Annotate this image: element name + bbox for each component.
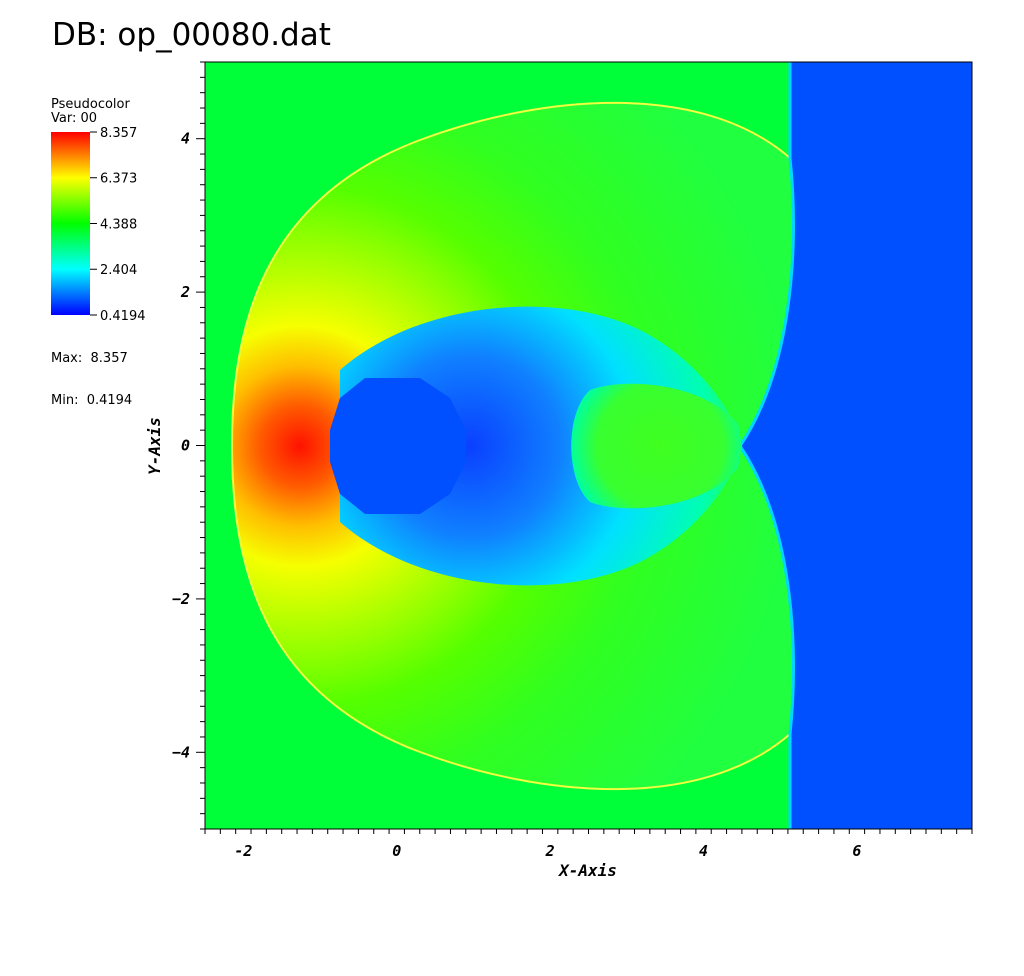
colorbar-tick-label: 4.388: [100, 218, 137, 233]
colorbar-tick-label: 6.373: [100, 172, 137, 187]
wake-bulb: [571, 383, 742, 509]
x-tick-label: 0: [392, 842, 401, 860]
y-axis-ticks: [196, 61, 205, 830]
y-tick-label: −2: [172, 590, 190, 608]
legend-max: Max: 8.357: [51, 351, 128, 366]
x-tick-label: 4: [699, 842, 708, 860]
legend-variable: Var: 00: [51, 111, 98, 126]
y-tick-label: −4: [172, 743, 190, 761]
y-axis-tick-labels: 4 2 0 −2 −4: [172, 130, 190, 762]
legend-header: Pseudocolor Var: 00: [51, 98, 130, 126]
x-tick-label: 2: [545, 842, 555, 860]
x-axis-ticks: [204, 829, 973, 834]
y-tick-label: 4: [181, 130, 190, 148]
x-axis-title: X-Axis: [557, 861, 617, 880]
field-image: [205, 62, 972, 829]
colorbar-tick-label: 2.404: [100, 263, 137, 278]
colorbar-tick-label: 8.357: [100, 126, 137, 141]
x-tick-label: 6: [852, 842, 861, 860]
colorbar-tick-label: 0.4194: [100, 309, 146, 324]
colorbar-ticks: 8.357 6.373 4.388 2.404 0.4194: [90, 126, 146, 324]
legend-stats: Max: 8.357 Min: 0.4194: [51, 324, 132, 422]
legend-plot-type: Pseudocolor: [51, 97, 130, 112]
colorbar: [51, 132, 90, 315]
y-tick-label: 2: [180, 283, 190, 301]
wake-region: [340, 306, 740, 586]
ambient-region: [740, 62, 972, 829]
database-title: DB: op_00080.dat: [52, 17, 331, 53]
cylinder-body: [330, 378, 466, 514]
y-tick-label: 0: [181, 437, 190, 455]
x-axis-tick-labels: -2 0 2 4 6: [234, 842, 861, 860]
legend-min: Min: 0.4194: [51, 393, 133, 408]
y-axis-title: Y-Axis: [145, 417, 164, 475]
x-tick-label: -2: [234, 842, 252, 860]
